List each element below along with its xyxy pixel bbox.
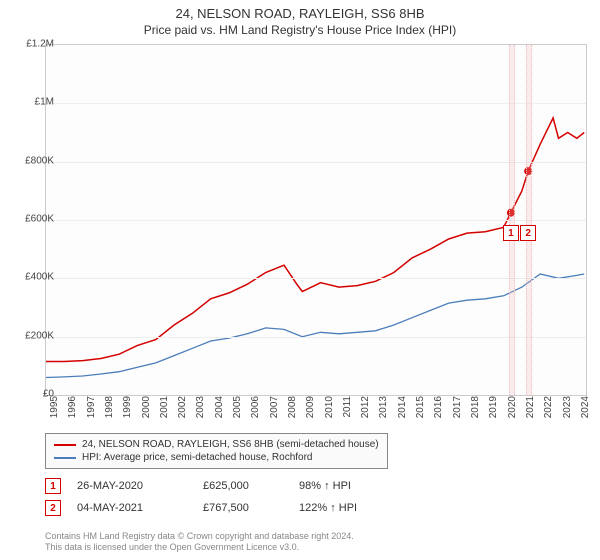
x-axis-label: 2003 — [195, 396, 206, 426]
x-axis-label: 2004 — [214, 396, 225, 426]
chart-container: 24, NELSON ROAD, RAYLEIGH, SS6 8HB Price… — [0, 0, 600, 560]
y-axis-label: £0 — [14, 389, 54, 400]
transaction-date: 04-MAY-2021 — [77, 502, 187, 514]
transaction-row: 1 26-MAY-2020 £625,000 98% ↑ HPI — [45, 478, 409, 494]
y-axis-label: £600K — [14, 214, 54, 225]
chart-subtitle: Price paid vs. HM Land Registry's House … — [0, 21, 600, 41]
x-axis-label: 2016 — [433, 396, 444, 426]
x-axis-label: 2011 — [342, 396, 353, 426]
x-axis-label: 2015 — [415, 396, 426, 426]
marker-band — [526, 45, 532, 395]
x-axis-label: 2007 — [269, 396, 280, 426]
x-axis-label: 2008 — [287, 396, 298, 426]
x-axis-label: 1998 — [104, 396, 115, 426]
x-axis-label: 2021 — [525, 396, 536, 426]
x-axis-label: 2020 — [507, 396, 518, 426]
transaction-marker-icon: 2 — [45, 500, 61, 516]
legend-item: 24, NELSON ROAD, RAYLEIGH, SS6 8HB (semi… — [54, 438, 379, 451]
marker-label-box: 1 — [503, 225, 519, 241]
legend-label: HPI: Average price, semi-detached house,… — [82, 452, 313, 463]
y-axis-label: £200K — [14, 330, 54, 341]
transaction-pct: 122% ↑ HPI — [299, 502, 409, 514]
chart-title: 24, NELSON ROAD, RAYLEIGH, SS6 8HB — [0, 0, 600, 21]
legend-swatch — [54, 457, 76, 459]
footer-text: Contains HM Land Registry data © Crown c… — [45, 531, 354, 554]
x-axis-label: 1995 — [49, 396, 60, 426]
plot-area: 12 — [45, 44, 587, 396]
transaction-price: £767,500 — [203, 502, 283, 514]
x-axis-label: 2005 — [232, 396, 243, 426]
x-axis-label: 2000 — [141, 396, 152, 426]
x-axis-label: 1999 — [122, 396, 133, 426]
x-axis-label: 2018 — [470, 396, 481, 426]
x-axis-label: 2017 — [452, 396, 463, 426]
legend-item: HPI: Average price, semi-detached house,… — [54, 451, 379, 464]
y-axis-label: £1M — [14, 97, 54, 108]
x-axis-label: 1997 — [86, 396, 97, 426]
transaction-row: 2 04-MAY-2021 £767,500 122% ↑ HPI — [45, 500, 409, 516]
x-axis-label: 2022 — [543, 396, 554, 426]
x-axis-label: 2009 — [305, 396, 316, 426]
x-axis-label: 2019 — [488, 396, 499, 426]
footer-line-2: This data is licensed under the Open Gov… — [45, 542, 354, 554]
x-axis-label: 2014 — [397, 396, 408, 426]
x-axis-label: 1996 — [67, 396, 78, 426]
legend: 24, NELSON ROAD, RAYLEIGH, SS6 8HB (semi… — [45, 433, 388, 469]
series-line — [46, 274, 584, 378]
transaction-marker-icon: 1 — [45, 478, 61, 494]
x-axis-label: 2010 — [324, 396, 335, 426]
x-axis-label: 2024 — [580, 396, 591, 426]
x-axis-label: 2023 — [562, 396, 573, 426]
legend-swatch — [54, 444, 76, 446]
transaction-price: £625,000 — [203, 480, 283, 492]
marker-band — [509, 45, 515, 395]
y-axis-label: £400K — [14, 272, 54, 283]
marker-label-box: 2 — [520, 225, 536, 241]
x-axis-label: 2013 — [378, 396, 389, 426]
legend-label: 24, NELSON ROAD, RAYLEIGH, SS6 8HB (semi… — [82, 439, 379, 450]
x-axis-label: 2006 — [250, 396, 261, 426]
x-axis-label: 2012 — [360, 396, 371, 426]
footer-line-1: Contains HM Land Registry data © Crown c… — [45, 531, 354, 543]
transaction-date: 26-MAY-2020 — [77, 480, 187, 492]
y-axis-label: £1.2M — [14, 39, 54, 50]
x-axis-label: 2001 — [159, 396, 170, 426]
transaction-pct: 98% ↑ HPI — [299, 480, 409, 492]
x-axis-label: 2002 — [177, 396, 188, 426]
y-axis-label: £800K — [14, 155, 54, 166]
